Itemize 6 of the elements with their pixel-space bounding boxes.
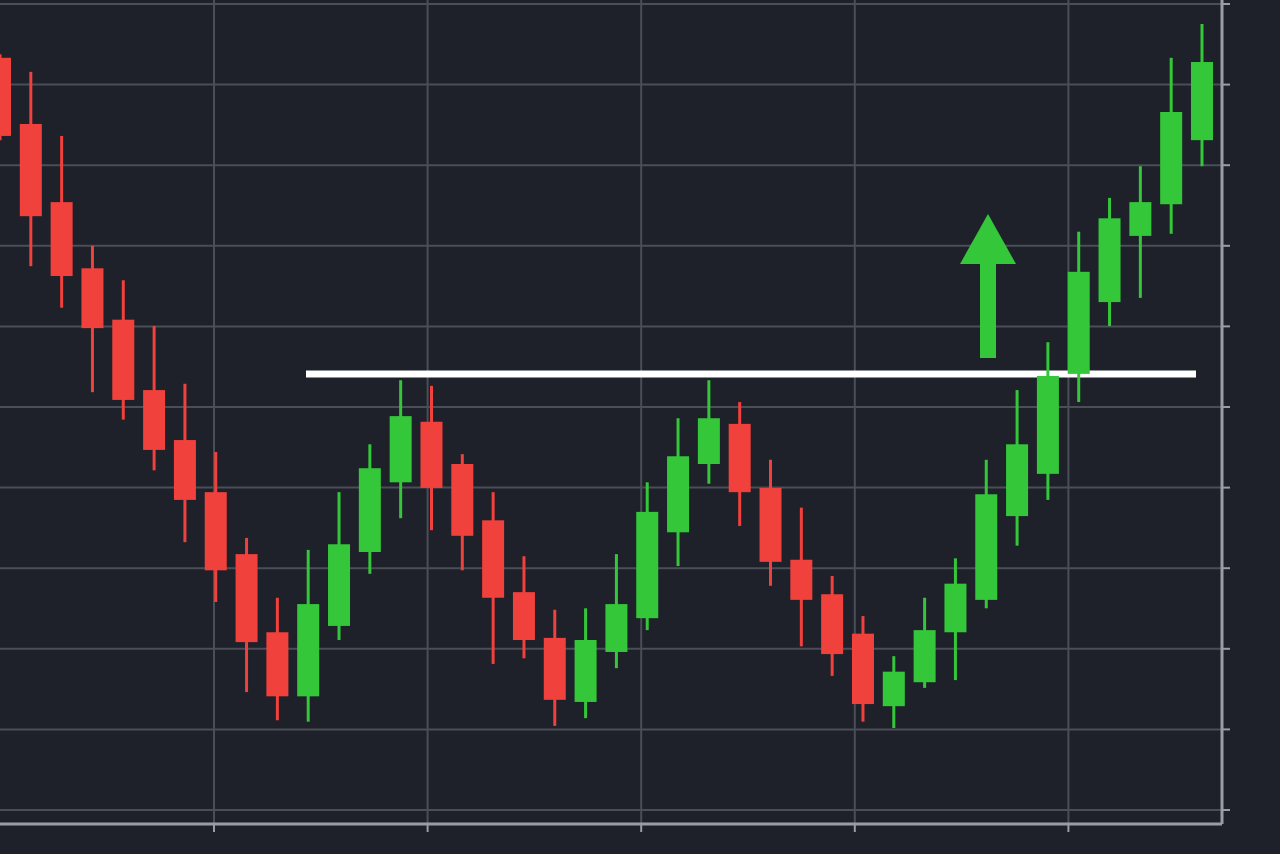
candlestick — [882, 654, 905, 730]
candlestick — [1129, 164, 1152, 300]
candlestick — [697, 378, 720, 486]
candlestick — [790, 506, 813, 648]
candlestick — [512, 554, 535, 660]
candlestick — [605, 552, 628, 670]
